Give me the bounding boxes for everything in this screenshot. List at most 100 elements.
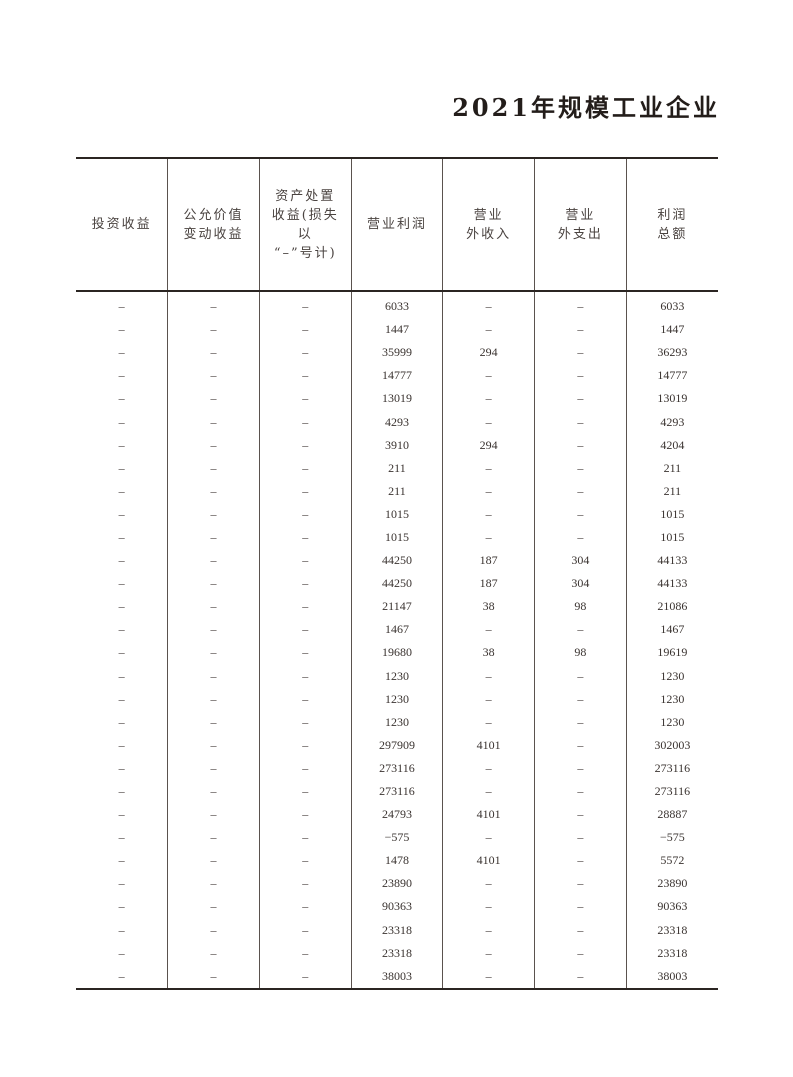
cell-fair-value-change-income: – (167, 341, 260, 365)
table-row: – – –297909 4101–302003 (76, 733, 718, 757)
cell-investment-income: – (118, 345, 125, 360)
cell-total-profit: 23890 (625, 872, 718, 896)
table-row: – – –1015– –1015 (76, 502, 718, 526)
cell-asset-disposal-income: – (258, 849, 352, 873)
cell-fair-value-change-income: – (167, 826, 260, 850)
table-row: – – –1447– –1447 (76, 318, 718, 342)
cell-operating-profit: 1230 (350, 664, 443, 688)
table-row: – – –1478 4101–5572 (76, 849, 718, 873)
cell-total-profit: 6033 (625, 291, 718, 319)
cell-operating-profit: 1230 (350, 710, 443, 734)
cell-fair-value-change-income: – (167, 895, 260, 919)
cell-asset-disposal-income: – (258, 291, 352, 319)
cell-asset-disposal-income: – (258, 895, 352, 919)
cell-operating-profit: 44250 (350, 572, 443, 596)
cell-total-profit: 5572 (625, 849, 718, 873)
cell-investment-income: – (118, 391, 125, 406)
cell-total-profit: 1015 (625, 502, 718, 526)
cell-non-operating-expense: 304 (534, 572, 627, 596)
cell-operating-profit: 273116 (350, 779, 443, 804)
cell-operating-profit: 297909 (350, 733, 443, 757)
cell-non-operating-income: – (442, 895, 535, 919)
cell-non-operating-expense: – (534, 918, 627, 942)
cell-fair-value-change-income: – (167, 502, 260, 526)
cell-investment-income: – (118, 506, 125, 521)
cell-investment-income: – (118, 553, 125, 568)
cell-investment-income: – (118, 368, 125, 383)
cell-operating-profit: 13019 (350, 387, 443, 411)
cell-fair-value-change-income: – (167, 525, 260, 550)
cell-non-operating-income: – (442, 964, 535, 989)
cell-non-operating-income: 187 (442, 549, 535, 573)
cell-non-operating-expense: 304 (534, 549, 627, 573)
cell-investment-income: – (118, 460, 125, 475)
cell-non-operating-income: 294 (442, 341, 535, 365)
cell-asset-disposal-income: – (258, 710, 352, 734)
cell-total-profit: 90363 (625, 895, 718, 919)
table-row: – – –1467– –1467 (76, 618, 718, 642)
cell-operating-profit: 14777 (350, 364, 443, 388)
cell-non-operating-expense: – (534, 826, 627, 850)
cell-fair-value-change-income: – (167, 872, 260, 896)
cell-investment-income: – (118, 714, 125, 729)
column-header-asset-disposal-income: 资产处置 收益(损失以 “–”号计) (258, 158, 352, 291)
cell-investment-income: – (118, 599, 125, 614)
cell-non-operating-expense: – (534, 964, 627, 989)
cell-investment-income: – (118, 483, 125, 498)
page-title: 2021年规模工业企业 (452, 93, 720, 122)
cell-asset-disposal-income: – (258, 341, 352, 365)
cell-asset-disposal-income: – (258, 387, 352, 411)
cell-fair-value-change-income: – (167, 756, 260, 780)
cell-asset-disposal-income: – (258, 964, 352, 989)
cell-investment-income: – (118, 576, 125, 591)
cell-non-operating-income: 38 (442, 641, 535, 665)
cell-non-operating-income: 38 (442, 595, 535, 619)
cell-non-operating-income: – (442, 456, 535, 480)
table-row: – – –35999 294–36293 (76, 341, 718, 365)
cell-total-profit: 1015 (625, 525, 718, 550)
cell-operating-profit: 44250 (350, 549, 443, 573)
cell-asset-disposal-income: – (258, 595, 352, 619)
cell-asset-disposal-income: – (258, 456, 352, 480)
cell-fair-value-change-income: – (167, 803, 260, 827)
cell-total-profit: 28887 (625, 803, 718, 827)
cell-non-operating-expense: – (534, 364, 627, 388)
cell-asset-disposal-income: – (258, 872, 352, 896)
table-row: – – –211– –211 (76, 479, 718, 503)
table-header: 投资收益 公允价值 变动收益 资产处置 收益(损失以 “–”号计) 营业利润 营业 外收… (76, 158, 718, 291)
table-row: – – –1230– –1230 (76, 687, 718, 711)
cell-non-operating-income: – (442, 318, 535, 342)
cell-total-profit: 44133 (625, 572, 718, 596)
cell-operating-profit: 90363 (350, 895, 443, 919)
table-row: – – –44250 187 304 44133 (76, 572, 718, 596)
cell-fair-value-change-income: – (167, 572, 260, 596)
cell-fair-value-change-income: – (167, 687, 260, 711)
cell-total-profit: 1230 (625, 664, 718, 688)
cell-non-operating-expense: – (534, 502, 627, 526)
cell-total-profit: 4293 (625, 410, 718, 434)
cell-non-operating-expense: – (534, 433, 627, 457)
cell-investment-income: – (118, 968, 125, 983)
cell-non-operating-income: – (442, 941, 535, 965)
cell-non-operating-expense: – (534, 664, 627, 688)
cell-total-profit: 211 (625, 456, 718, 480)
table-row: – – – −575– – −575 (76, 826, 718, 850)
cell-fair-value-change-income: – (167, 710, 260, 734)
cell-non-operating-income: 294 (442, 433, 535, 457)
cell-fair-value-change-income: – (167, 410, 260, 434)
cell-asset-disposal-income: – (258, 664, 352, 688)
cell-total-profit: 19619 (625, 641, 718, 665)
column-header-investment-income: 投资收益 (91, 217, 152, 232)
cell-non-operating-income: – (442, 779, 535, 804)
table-row: – – –273116– –273116 (76, 779, 718, 804)
cell-asset-disposal-income: – (258, 525, 352, 550)
cell-non-operating-income: – (442, 710, 535, 734)
table-row: – – –23318– –23318 (76, 918, 718, 942)
cell-non-operating-income: – (442, 387, 535, 411)
column-header-operating-profit: 营业利润 (350, 158, 443, 291)
cell-total-profit: 36293 (625, 341, 718, 365)
cell-non-operating-expense: – (534, 941, 627, 965)
cell-investment-income: – (118, 414, 125, 429)
cell-operating-profit: 23318 (350, 918, 443, 942)
cell-fair-value-change-income: – (167, 595, 260, 619)
